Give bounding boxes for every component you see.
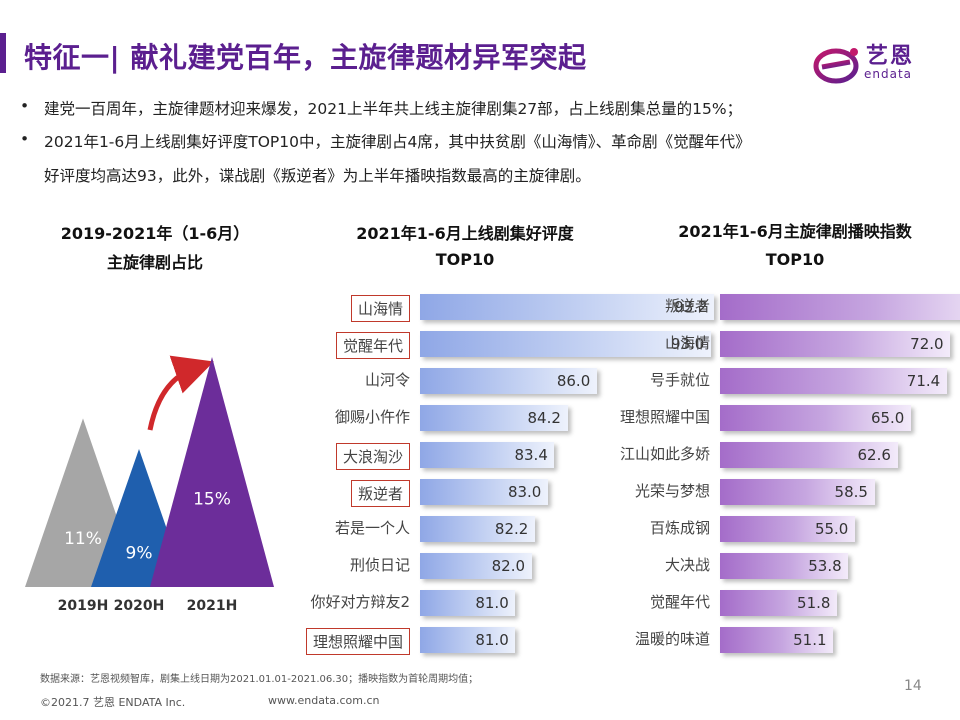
share-chart-subtitle: 主旋律剧占比	[106, 253, 203, 272]
logo-subtext: endata	[864, 67, 913, 81]
bar-value-label: 55.0	[814, 520, 849, 538]
bar-理想照耀中国	[720, 405, 911, 431]
bar-category-label: 刑侦日记	[349, 556, 410, 574]
bar-value-label: 93.2	[674, 298, 708, 316]
page-number: 14	[904, 678, 922, 694]
bar-你好对方辩友2	[420, 590, 516, 616]
bar-category-label: 御赐小仵作	[334, 408, 410, 426]
bullet-1: • 建党一百周年，主旋律题材迎来爆发，2021上半年共上线主旋律剧集27部，占上…	[20, 97, 920, 119]
growth-arrow-icon	[147, 355, 214, 431]
share-value-label: 11%	[64, 529, 102, 549]
playback-chart-title: 2021年1-6月主旋律剧播映指数	[678, 222, 912, 241]
bar-value-label: 86.0	[556, 372, 591, 390]
bar-category-label: 觉醒年代	[335, 332, 410, 359]
bar-大浪淘沙	[420, 442, 555, 468]
bar-光荣与梦想	[720, 479, 875, 505]
share-year-label: 2019H	[58, 598, 109, 614]
bar-category-label: 山河令	[364, 371, 410, 389]
share-triangle-2021H	[150, 357, 274, 587]
bar-觉醒年代	[420, 331, 711, 357]
bar-温暖的味道	[720, 627, 834, 653]
bar-category-label: 觉醒年代	[649, 593, 710, 611]
bar-category-label: 你好对方辩友2	[310, 593, 410, 611]
bar-御赐小仵作	[420, 405, 568, 431]
bar-value-label: 62.6	[857, 446, 891, 464]
copyright: ©2021.7 艺恩 ENDATA Inc.	[40, 696, 186, 709]
bullet-dot: •	[20, 130, 30, 148]
bar-value-label: 72.0	[910, 335, 944, 353]
bar-江山如此多娇	[720, 442, 898, 468]
bar-category-label: 百炼成钢	[649, 519, 710, 537]
bar-觉醒年代	[720, 590, 838, 616]
bar-category-label: 光荣与梦想	[634, 482, 710, 500]
bar-category-label: 大决战	[664, 556, 710, 574]
bar-若是一个人	[420, 516, 535, 542]
bar-号手就位	[720, 368, 947, 394]
bar-category-label: 理想照耀中国	[619, 408, 710, 426]
bullet-text: 建党一百周年，主旋律题材迎来爆发，2021上半年共上线主旋律剧集27部，占上线剧…	[44, 100, 743, 118]
playback-chart-subtitle: TOP10	[765, 250, 825, 269]
bar-value-label: 71.4	[906, 372, 941, 390]
website-link[interactable]: www.endata.com.cn	[268, 694, 380, 707]
bar-value-label: 51.1	[793, 631, 827, 649]
bar-category-label: 若是一个人	[334, 519, 410, 537]
bar-百炼成钢	[720, 516, 855, 542]
bar-category-label: 江山如此多娇	[619, 445, 710, 463]
bar-叛逆者	[420, 479, 548, 505]
share-year-label: 2020H	[114, 598, 165, 614]
page-title: 特征一| 献礼建党百年，主旋律题材异军突起	[24, 41, 587, 74]
bar-value-label: 81.0	[475, 594, 509, 612]
rating-chart-subtitle: TOP10	[435, 250, 495, 269]
bar-大决战	[720, 553, 849, 579]
bar-value-label: 93.0	[670, 335, 705, 353]
rating-chart: 山海情 93.2 觉醒年代 93.0 山河令 86.0 御赐小仵作 84.2 大浪淘沙 83.4 叛…	[290, 290, 715, 660]
bullet-text: 好评度均高达93，此外，谍战剧《叛逆者》为上半年播映指数最高的主旋律剧。	[44, 167, 591, 185]
bullet-2: • 2021年1-6月上线剧集好评度TOP10中，主旋律剧占4席，其中扶贫剧《山…	[20, 130, 920, 152]
bar-category-label: 山海情	[350, 295, 410, 322]
bar-value-label: 81.0	[475, 631, 509, 649]
data-source-note: 数据来源：艺恩视频智库，剧集上线日期为2021.01.01-2021.06.30…	[40, 674, 479, 685]
bar-山河令	[420, 368, 597, 394]
bar-category-label: 山海情	[664, 334, 710, 352]
bar-叛逆者	[720, 294, 960, 320]
bar-刑侦日记	[420, 553, 532, 579]
bar-category-label: 理想照耀中国	[305, 628, 410, 655]
bar-value-label: 82.0	[491, 557, 526, 575]
bar-value-label: 53.8	[808, 557, 842, 575]
share-year-label: 2021H	[187, 598, 238, 614]
bar-山海情	[420, 294, 715, 320]
bar-value-label: 82.2	[494, 520, 529, 538]
bar-value-label: 83.4	[514, 446, 548, 464]
share-chart-title: 2019-2021年（1-6月）	[60, 224, 250, 243]
bar-category-label: 大浪淘沙	[335, 443, 410, 470]
bar-value-label: 51.8	[797, 594, 831, 612]
bullet-text: 2021年1-6月上线剧集好评度TOP10中，主旋律剧占4席，其中扶贫剧《山海情…	[44, 133, 751, 151]
bar-理想照耀中国	[420, 627, 516, 653]
bar-value-label: 83.0	[507, 483, 542, 501]
bar-category-label: 叛逆者	[664, 297, 710, 315]
bar-category-label: 温暖的味道	[634, 630, 710, 648]
bar-category-label: 号手就位	[649, 371, 710, 389]
playback-chart: 叛逆者81.0山海情72.0号手就位71.4理想照耀中国65.0江山如此多娇62…	[590, 290, 960, 660]
share-chart: 11% 2019H 9% 2020H 15% 2021H	[25, 355, 274, 614]
logo-mark-icon	[813, 48, 859, 84]
bullet-dot: •	[20, 97, 30, 115]
title-accent-bar	[0, 33, 6, 73]
bar-山海情	[720, 331, 951, 357]
bar-value-label: 58.5	[834, 483, 868, 501]
rating-chart-title: 2021年1-6月上线剧集好评度	[356, 224, 574, 243]
share-value-label: 9%	[126, 544, 153, 564]
endata-logo: 艺恩 endata	[812, 40, 930, 86]
bar-value-label: 84.2	[527, 409, 561, 427]
bar-category-label: 叛逆者	[350, 480, 410, 507]
bullet-2-continued: 好评度均高达93，此外，谍战剧《叛逆者》为上半年播映指数最高的主旋律剧。	[20, 164, 920, 186]
bar-value-label: 65.0	[870, 409, 905, 427]
logo-text: 艺恩	[866, 44, 915, 69]
share-value-label: 15%	[193, 490, 231, 510]
